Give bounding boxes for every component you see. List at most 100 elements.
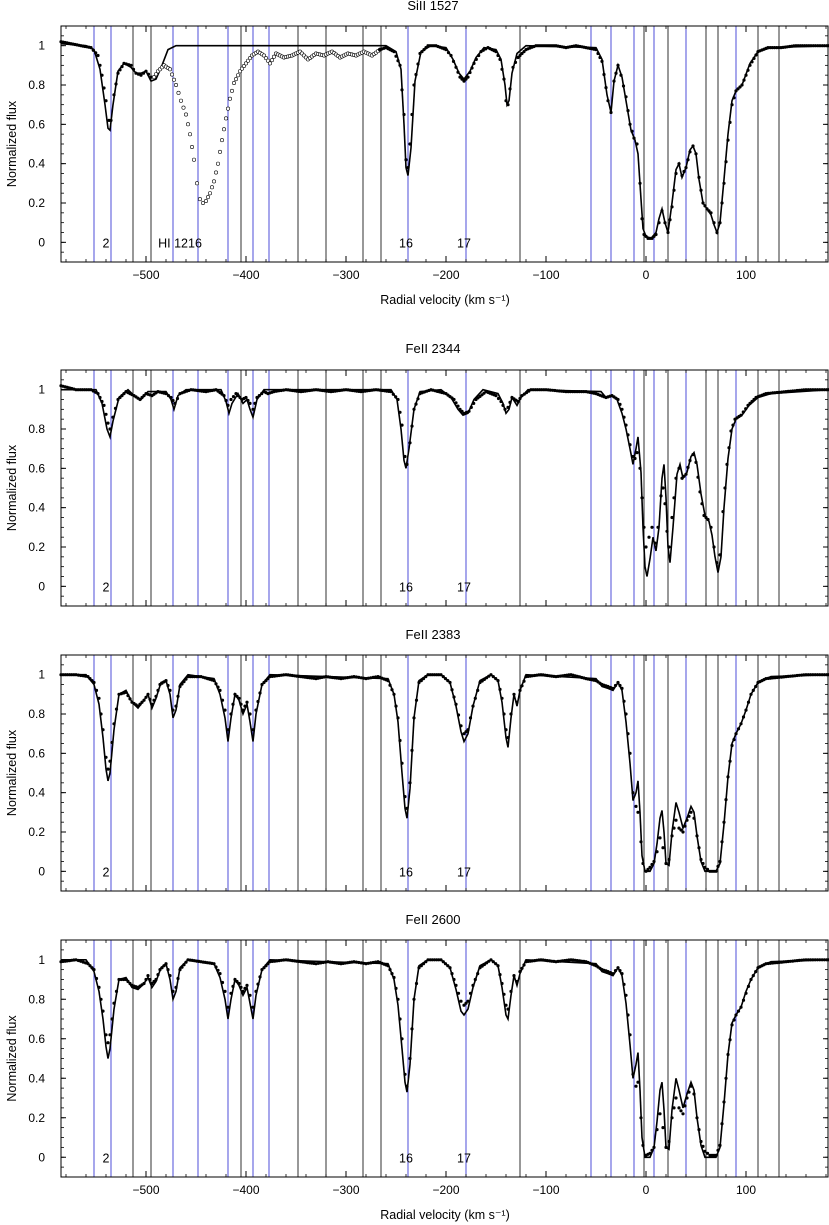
y-tick-label: 1 [38, 953, 45, 967]
data-point [426, 673, 430, 677]
data-point [116, 71, 120, 75]
data-point [456, 713, 461, 717]
data-point [408, 781, 412, 785]
data-point [811, 388, 815, 392]
data-point [237, 696, 241, 700]
data-point [101, 728, 105, 732]
data-point [797, 958, 801, 963]
component-label: HI 1216 [158, 236, 202, 250]
panel-title: FeII 2344 [406, 341, 461, 356]
data-point [448, 966, 452, 970]
data-point [168, 688, 172, 693]
data-point-open [226, 106, 231, 111]
data-point [94, 976, 99, 981]
data-point [160, 966, 164, 970]
data-point [354, 960, 358, 964]
data-point [432, 958, 437, 962]
data-point [520, 51, 524, 56]
data-point [96, 53, 100, 58]
data-point [102, 86, 106, 90]
data-point [682, 169, 686, 174]
data-point [622, 982, 626, 987]
data-point [548, 388, 553, 392]
data-point [628, 1033, 632, 1037]
data-point [732, 96, 736, 100]
data-point [632, 136, 636, 140]
data-point [90, 966, 94, 970]
data-point [139, 73, 143, 77]
data-point [76, 388, 80, 392]
data-point [502, 77, 506, 81]
data-point [92, 968, 96, 972]
data-point [192, 675, 197, 679]
data-point [734, 732, 738, 736]
data-point [426, 958, 430, 962]
data-point [611, 686, 615, 691]
data-point [496, 396, 501, 401]
data-point [712, 221, 716, 225]
data-point [92, 680, 96, 685]
data-point [112, 722, 116, 726]
data-point [178, 968, 182, 972]
data-point [650, 525, 654, 529]
data-point [718, 553, 722, 557]
data-point [390, 972, 394, 976]
data-point [98, 395, 102, 400]
data-point [485, 961, 489, 965]
data-point [264, 964, 268, 968]
data-point [535, 388, 540, 392]
data-point [638, 181, 642, 185]
data-point [390, 688, 394, 692]
data-point [695, 834, 699, 838]
data-point [152, 698, 156, 702]
data-point [106, 421, 110, 425]
data-point-open [248, 56, 253, 61]
data-point [734, 89, 738, 93]
data-point-open [220, 138, 225, 143]
data-point [734, 1013, 738, 1017]
data-point [226, 728, 230, 732]
data-point-open [170, 72, 175, 77]
y-tick-label: 0.4 [28, 501, 45, 515]
data-point [469, 405, 473, 409]
data-point [231, 984, 235, 989]
data-point [142, 698, 146, 702]
data-point [672, 1106, 676, 1110]
data-point [520, 684, 524, 688]
data-point [141, 71, 146, 75]
data-point [661, 846, 665, 850]
y-tick-label: 0.6 [28, 461, 45, 475]
data-point [652, 859, 656, 864]
data-point [282, 673, 286, 677]
data-point [81, 674, 85, 678]
data-point [386, 679, 390, 683]
data-point [446, 679, 450, 683]
data-point [677, 1106, 681, 1110]
data-point-open [236, 73, 241, 78]
data-point [398, 1017, 402, 1021]
data-point [410, 1027, 414, 1031]
data-point [626, 433, 630, 437]
data-point [468, 716, 473, 720]
data-point [128, 981, 132, 986]
data-point [362, 961, 366, 965]
data-point [748, 401, 752, 405]
data-point [485, 676, 489, 680]
data-point [498, 973, 502, 977]
data-point [692, 1092, 696, 1096]
data-point [108, 1033, 112, 1037]
data-point [420, 50, 424, 54]
data-point [184, 677, 188, 681]
data-point [481, 48, 485, 52]
data-point [689, 1084, 693, 1088]
data-point [226, 1005, 230, 1009]
data-point [468, 991, 473, 995]
data-point [639, 840, 643, 844]
data-point [518, 53, 522, 58]
data-point [282, 958, 286, 962]
data-point [405, 806, 409, 811]
data-point [723, 486, 727, 490]
y-tick-label: 0.2 [28, 540, 45, 554]
data-point [524, 391, 529, 395]
data-point [635, 451, 639, 455]
